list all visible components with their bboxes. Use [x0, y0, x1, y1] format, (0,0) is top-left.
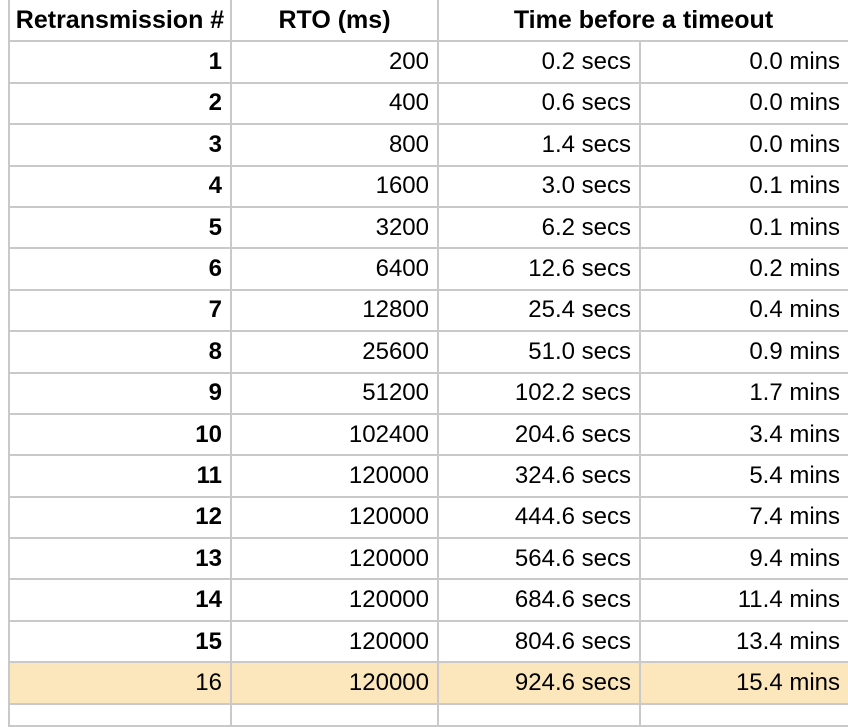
cell-retransmission-number[interactable]: 15: [8, 619, 232, 664]
cell-rto[interactable]: 120000: [230, 495, 439, 540]
table-row: 4 1600 3.0 secs 0.1 mins: [8, 164, 848, 208]
cell-timeout-secs[interactable]: 924.6 secs: [437, 661, 641, 705]
cell-timeout-secs[interactable]: 25.4 secs: [437, 288, 641, 333]
cell-rto[interactable]: 120000: [230, 619, 439, 664]
table-row: 10 102400 204.6 secs 3.4 mins: [8, 412, 848, 457]
cell-timeout-secs[interactable]: 51.0 secs: [437, 330, 641, 374]
cell-timeout-mins[interactable]: 0.1 mins: [638, 164, 848, 208]
cell-timeout-secs[interactable]: 804.6 secs: [437, 619, 641, 664]
cell-rto[interactable]: 1600: [230, 164, 439, 208]
table-row: 13 120000 564.6 secs 9.4 mins: [8, 537, 848, 581]
cell-timeout-secs[interactable]: 6.2 secs: [437, 205, 641, 250]
cell-empty[interactable]: [230, 702, 439, 727]
cell-timeout-secs[interactable]: 3.0 secs: [437, 164, 641, 208]
cell-retransmission-number[interactable]: 12: [8, 495, 232, 540]
cell-empty[interactable]: [437, 702, 641, 727]
table-row-highlighted: 16 120000 924.6 secs 15.4 mins: [8, 661, 848, 705]
cell-timeout-secs[interactable]: 0.6 secs: [437, 81, 641, 126]
cell-timeout-mins[interactable]: 5.4 mins: [638, 454, 848, 498]
table-row: 6 6400 12.6 secs 0.2 mins: [8, 247, 848, 291]
table-row: 7 12800 25.4 secs 0.4 mins: [8, 288, 848, 333]
cell-timeout-mins[interactable]: 0.0 mins: [638, 81, 848, 126]
cell-timeout-secs[interactable]: 102.2 secs: [437, 371, 641, 415]
cell-rto[interactable]: 51200: [230, 371, 439, 415]
cell-timeout-mins[interactable]: 0.4 mins: [638, 288, 848, 333]
cell-retransmission-number[interactable]: 11: [8, 454, 232, 498]
spreadsheet-grid: Retransmission # RTO (ms) Time before a …: [8, 0, 848, 727]
cell-empty[interactable]: [8, 702, 232, 727]
header-rto-ms[interactable]: RTO (ms): [230, 0, 439, 43]
cell-retransmission-number[interactable]: 3: [8, 123, 232, 167]
cell-timeout-mins[interactable]: 0.2 mins: [638, 247, 848, 291]
header-row: Retransmission # RTO (ms) Time before a …: [8, 0, 848, 43]
cell-rto[interactable]: 120000: [230, 578, 439, 622]
cell-timeout-mins[interactable]: 0.0 mins: [638, 123, 848, 167]
table-row: 5 3200 6.2 secs 0.1 mins: [8, 205, 848, 250]
table-row: 14 120000 684.6 secs 11.4 mins: [8, 578, 848, 622]
rto-timeout-table: Retransmission # RTO (ms) Time before a …: [8, 0, 848, 727]
cell-retransmission-number[interactable]: 13: [8, 537, 232, 581]
cell-rto[interactable]: 200: [230, 40, 439, 84]
cell-timeout-secs[interactable]: 684.6 secs: [437, 578, 641, 622]
cell-timeout-secs[interactable]: 324.6 secs: [437, 454, 641, 498]
table-row-empty-partial: [8, 702, 848, 727]
table-row: 3 800 1.4 secs 0.0 mins: [8, 123, 848, 167]
table-row: 1 200 0.2 secs 0.0 mins: [8, 40, 848, 84]
cell-timeout-mins[interactable]: 11.4 mins: [638, 578, 848, 622]
cell-retransmission-number[interactable]: 9: [8, 371, 232, 415]
cell-timeout-secs[interactable]: 12.6 secs: [437, 247, 641, 291]
header-time-before-timeout[interactable]: Time before a timeout: [436, 0, 848, 43]
cell-empty[interactable]: [638, 702, 848, 727]
cell-retransmission-number[interactable]: 6: [8, 247, 232, 291]
cell-retransmission-number[interactable]: 8: [8, 330, 232, 374]
table-row: 9 51200 102.2 secs 1.7 mins: [8, 371, 848, 415]
cell-timeout-secs[interactable]: 204.6 secs: [437, 412, 641, 457]
table-body: 1 200 0.2 secs 0.0 mins 2 400 0.6 secs 0…: [8, 40, 848, 727]
cell-timeout-secs[interactable]: 564.6 secs: [437, 537, 641, 581]
cell-timeout-secs[interactable]: 1.4 secs: [437, 123, 641, 167]
cell-retransmission-number[interactable]: 10: [8, 412, 232, 457]
table-row: 2 400 0.6 secs 0.0 mins: [8, 81, 848, 126]
cell-timeout-mins[interactable]: 1.7 mins: [638, 371, 848, 415]
cell-timeout-secs[interactable]: 0.2 secs: [437, 40, 641, 84]
table-row: 15 120000 804.6 secs 13.4 mins: [8, 619, 848, 664]
cell-rto[interactable]: 120000: [230, 661, 439, 705]
cell-retransmission-number[interactable]: 14: [8, 578, 232, 622]
cell-retransmission-number[interactable]: 1: [8, 40, 232, 84]
cell-timeout-mins[interactable]: 13.4 mins: [638, 619, 848, 664]
cell-rto[interactable]: 12800: [230, 288, 439, 333]
table-row: 12 120000 444.6 secs 7.4 mins: [8, 495, 848, 540]
header-retransmission-number[interactable]: Retransmission #: [8, 0, 232, 43]
cell-rto[interactable]: 3200: [230, 205, 439, 250]
cell-rto[interactable]: 120000: [230, 537, 439, 581]
cell-timeout-secs[interactable]: 444.6 secs: [437, 495, 641, 540]
cell-timeout-mins[interactable]: 7.4 mins: [638, 495, 848, 540]
cell-timeout-mins[interactable]: 3.4 mins: [638, 412, 848, 457]
cell-retransmission-number[interactable]: 7: [8, 288, 232, 333]
cell-retransmission-number[interactable]: 2: [8, 81, 232, 126]
cell-timeout-mins[interactable]: 0.0 mins: [638, 40, 848, 84]
table-row: 8 25600 51.0 secs 0.9 mins: [8, 330, 848, 374]
cell-rto[interactable]: 102400: [230, 412, 439, 457]
cell-retransmission-number[interactable]: 16: [8, 661, 232, 705]
cell-rto[interactable]: 800: [230, 123, 439, 167]
cell-retransmission-number[interactable]: 5: [8, 205, 232, 250]
cell-timeout-mins[interactable]: 15.4 mins: [638, 661, 848, 705]
table-row: 11 120000 324.6 secs 5.4 mins: [8, 454, 848, 498]
cell-timeout-mins[interactable]: 0.9 mins: [638, 330, 848, 374]
cell-rto[interactable]: 6400: [230, 247, 439, 291]
cell-rto[interactable]: 120000: [230, 454, 439, 498]
cell-rto[interactable]: 25600: [230, 330, 439, 374]
cell-retransmission-number[interactable]: 4: [8, 164, 232, 208]
cell-timeout-mins[interactable]: 0.1 mins: [638, 205, 848, 250]
cell-timeout-mins[interactable]: 9.4 mins: [638, 537, 848, 581]
cell-rto[interactable]: 400: [230, 81, 439, 126]
